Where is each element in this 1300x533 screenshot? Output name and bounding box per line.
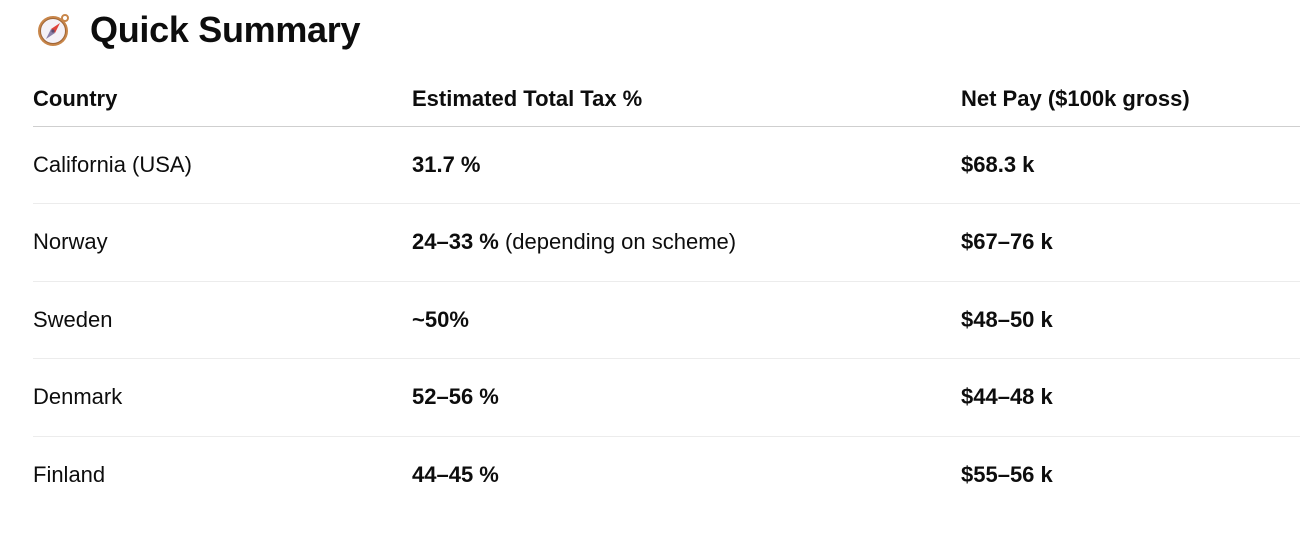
cell-country: Sweden	[33, 281, 412, 359]
tax-value: ~50%	[412, 306, 469, 332]
cell-net-pay: $44–48 k	[961, 358, 1300, 437]
section-heading: Quick Summary	[36, 8, 361, 52]
column-header-country: Country	[33, 72, 412, 127]
cell-net-pay: $48–50 k	[961, 281, 1300, 359]
cell-country: Denmark	[33, 358, 412, 437]
tax-value: 44–45 %	[412, 462, 499, 487]
table-row: Sweden ~50% $48–50 k	[33, 281, 1300, 359]
column-header-net-pay: Net Pay ($100k gross)	[961, 72, 1300, 127]
cell-country: California (USA)	[33, 126, 412, 204]
cell-tax: 31.7 %	[412, 126, 961, 204]
cell-tax: 24–33 % (depending on scheme)	[412, 203, 961, 282]
cell-country: Finland	[33, 462, 106, 487]
cell-net-pay: $68.3 k	[961, 126, 1300, 204]
table-row: California (USA) 31.7 % $68.3 k	[33, 126, 1300, 204]
tax-value: 24–33 %	[412, 229, 499, 255]
cell-country: Norway	[33, 203, 412, 282]
table-row: Norway 24–33 % (depending on scheme) $67…	[33, 203, 1300, 282]
compass-icon	[38, 14, 69, 46]
cell-tax: 52–56 %	[412, 358, 961, 437]
cell-net-pay: $55–56 k	[961, 462, 1053, 487]
column-header-tax: Estimated Total Tax %	[412, 72, 961, 127]
table-row: Finland 44–45 % $55–56 k	[33, 436, 1300, 514]
tax-value: 31.7 %	[412, 151, 481, 177]
table-header-row: Country Estimated Total Tax % Net Pay ($…	[33, 72, 1300, 127]
tax-value: 52–56 %	[412, 384, 499, 410]
page-title: Quick Summary	[90, 9, 361, 50]
tax-note: (depending on scheme)	[498, 229, 737, 255]
cell-tax: ~50%	[412, 281, 961, 359]
cell-tax: 44–45 %	[412, 436, 961, 514]
summary-table: Country Estimated Total Tax % Net Pay ($…	[33, 72, 1300, 514]
cell-net-pay: $67–76 k	[961, 203, 1300, 282]
table-row: Denmark 52–56 % $44–48 k	[33, 358, 1300, 437]
